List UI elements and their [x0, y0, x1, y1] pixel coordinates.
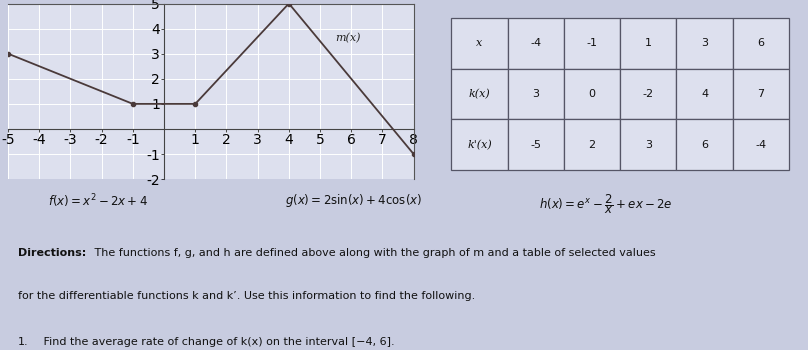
Text: -4: -4	[530, 38, 541, 48]
Text: -2: -2	[642, 89, 654, 99]
Text: 1: 1	[645, 38, 652, 48]
Bar	[564, 69, 620, 119]
Text: m(x): m(x)	[335, 33, 361, 43]
Bar	[564, 18, 620, 69]
Text: The functions f, g, and h are defined above along with the graph of m and a tabl: The functions f, g, and h are defined ab…	[91, 248, 656, 258]
Bar	[564, 119, 620, 170]
Bar	[452, 69, 507, 119]
Text: 1.: 1.	[18, 337, 28, 347]
Text: x: x	[477, 38, 482, 48]
Text: for the differentiable functions k and k’. Use this information to find the foll: for the differentiable functions k and k…	[18, 291, 475, 301]
Bar	[452, 18, 507, 69]
Text: $f(x) = x^2 - 2x + 4$: $f(x) = x^2 - 2x + 4$	[48, 192, 148, 210]
Text: 6: 6	[701, 140, 708, 150]
Text: 2: 2	[588, 140, 595, 150]
Bar	[676, 69, 733, 119]
Bar	[620, 18, 676, 69]
Bar	[676, 18, 733, 69]
Bar	[507, 69, 564, 119]
Bar	[452, 119, 507, 170]
Bar	[507, 18, 564, 69]
Text: 3: 3	[532, 89, 539, 99]
Text: 7: 7	[757, 89, 764, 99]
Bar	[733, 69, 789, 119]
Text: $g(x) = 2\sin(x) + 4\cos(x)$: $g(x) = 2\sin(x) + 4\cos(x)$	[285, 192, 423, 209]
Text: k'(x): k'(x)	[467, 140, 492, 150]
Text: 3: 3	[701, 38, 708, 48]
Text: 4: 4	[701, 89, 708, 99]
Text: 6: 6	[757, 38, 764, 48]
Text: 3: 3	[645, 140, 652, 150]
Text: k(x): k(x)	[469, 89, 490, 99]
Text: Directions:: Directions:	[18, 248, 86, 258]
Bar	[507, 119, 564, 170]
Bar	[620, 69, 676, 119]
Text: $h(x) = e^x - \dfrac{2}{x} + ex - 2e$: $h(x) = e^x - \dfrac{2}{x} + ex - 2e$	[539, 192, 672, 216]
Text: Find the average rate of change of k(x) on the interval [−4, 6].: Find the average rate of change of k(x) …	[40, 337, 394, 347]
Bar	[733, 18, 789, 69]
Text: 0: 0	[588, 89, 595, 99]
Text: -4: -4	[755, 140, 766, 150]
Bar	[676, 119, 733, 170]
Text: -5: -5	[530, 140, 541, 150]
Text: -1: -1	[587, 38, 597, 48]
Bar	[733, 119, 789, 170]
Bar	[620, 119, 676, 170]
